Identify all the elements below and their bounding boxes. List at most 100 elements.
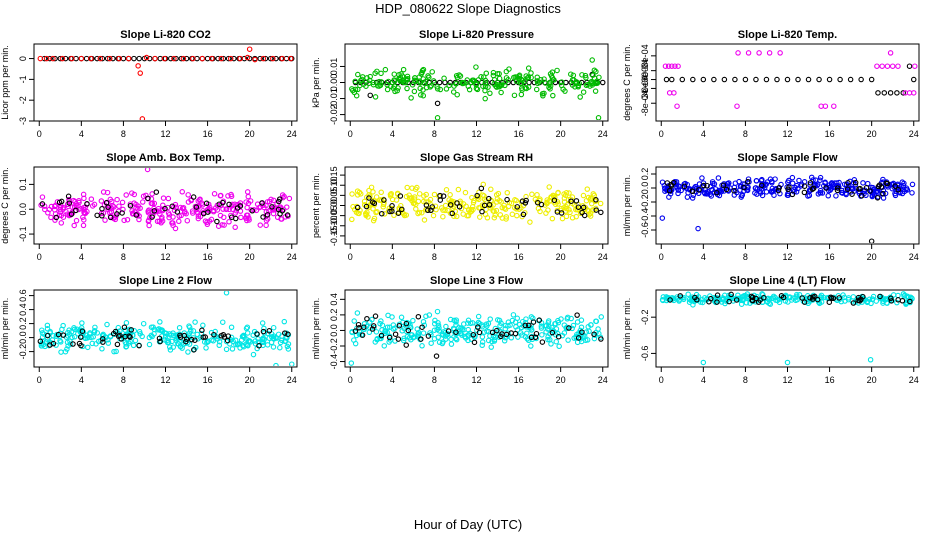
- data-point-black: [257, 55, 263, 62]
- data-point-black: [749, 297, 755, 303]
- y-tick-label: -0.10: [329, 216, 339, 237]
- data-point-yellow: [564, 201, 571, 208]
- data-point-green: [579, 72, 585, 78]
- data-point-green: [592, 88, 599, 94]
- data-point-black: [732, 76, 738, 83]
- data-point-black: [403, 320, 410, 327]
- data-point-black: [389, 203, 395, 209]
- data-point-black: [789, 191, 796, 198]
- data-point-cyan: [496, 317, 503, 324]
- data-point-black: [231, 55, 237, 62]
- data-point-magenta: [177, 204, 184, 211]
- data-point-magenta: [268, 196, 274, 203]
- data-point-cyan: [690, 302, 696, 308]
- data-point-cyan: [67, 341, 74, 347]
- x-tick-label: 20: [245, 252, 255, 262]
- data-point-cyan: [569, 325, 575, 332]
- data-point-yellow: [460, 211, 466, 217]
- x-tick-label: 16: [825, 129, 835, 139]
- data-point-magenta: [73, 201, 79, 207]
- data-point-green: [429, 69, 435, 75]
- data-point-cyan: [44, 322, 51, 329]
- data-point-magenta: [263, 208, 270, 215]
- data-point-cyan: [867, 357, 874, 363]
- plot-3: Slope Li-820 Temp. degrees C per min. 0 4 8 1…: [622, 29, 920, 139]
- y-tick-label: -0.1: [18, 226, 28, 242]
- data-point-black: [538, 201, 545, 208]
- data-point-yellow: [349, 216, 355, 223]
- data-point-magenta: [145, 209, 152, 216]
- data-point-cyan: [794, 296, 801, 303]
- data-point-cyan: [462, 335, 469, 341]
- data-point-cyan: [159, 327, 165, 333]
- data-point-magenta: [58, 220, 65, 226]
- data-point-cyan: [793, 293, 800, 300]
- data-point-black: [361, 324, 367, 330]
- y-tick-label: -0.01: [329, 88, 339, 109]
- data-point-red: [43, 55, 50, 62]
- data-point-black: [486, 195, 492, 202]
- data-point-cyan: [44, 326, 51, 332]
- data-point-yellow: [393, 197, 400, 203]
- data-point-magenta: [895, 63, 901, 69]
- data-point-magenta: [164, 204, 171, 211]
- data-point-magenta: [221, 222, 227, 228]
- data-point-black: [151, 208, 158, 214]
- data-point-red: [116, 55, 122, 62]
- data-point-green: [441, 75, 447, 82]
- y-tick-label: -0.2: [329, 338, 339, 354]
- data-point-black: [681, 183, 688, 190]
- data-point-black: [259, 200, 265, 206]
- data-point-cyan: [250, 351, 257, 358]
- data-point-blue: [673, 179, 680, 185]
- data-point-cyan: [773, 297, 779, 303]
- data-point-black: [828, 294, 834, 300]
- data-point-green: [417, 80, 424, 86]
- data-point-green: [428, 82, 434, 89]
- data-point-green: [411, 88, 418, 95]
- x-tick-label: 4: [701, 252, 706, 262]
- data-point-green: [511, 74, 517, 81]
- data-point-black: [723, 186, 730, 193]
- data-point-blue: [709, 179, 716, 185]
- y-axis-label: percent per min.: [311, 173, 321, 238]
- points-layer: [348, 308, 605, 366]
- data-point-yellow: [440, 213, 446, 220]
- data-point-cyan: [192, 319, 198, 325]
- data-point-blue: [726, 180, 732, 186]
- data-point-magenta: [286, 195, 293, 202]
- data-point-black: [285, 331, 291, 337]
- data-point-black: [850, 300, 857, 306]
- data-point-red: [37, 55, 44, 62]
- data-point-yellow: [453, 213, 460, 220]
- data-point-blue: [708, 193, 715, 199]
- data-point-black: [475, 324, 481, 330]
- data-point-black: [478, 185, 485, 192]
- data-point-black: [58, 198, 65, 205]
- data-point-yellow: [420, 198, 427, 205]
- data-point-green: [376, 83, 382, 89]
- data-point-magenta: [910, 90, 917, 96]
- data-point-black: [888, 298, 895, 304]
- data-point-cyan: [565, 314, 571, 321]
- data-point-green: [533, 86, 540, 93]
- data-point-magenta: [57, 206, 63, 213]
- data-point-black: [174, 209, 181, 215]
- data-point-black: [39, 201, 46, 207]
- data-point-green: [482, 80, 489, 86]
- data-point-cyan: [900, 291, 907, 297]
- data-point-black: [269, 204, 275, 210]
- data-point-black: [731, 187, 737, 194]
- data-point-blue: [825, 192, 831, 199]
- data-point-cyan: [384, 324, 391, 330]
- data-point-magenta: [756, 50, 762, 56]
- data-point-cyan: [442, 336, 449, 342]
- data-point-black: [575, 204, 582, 210]
- data-point-yellow: [469, 194, 475, 201]
- data-point-black: [857, 298, 863, 304]
- data-point-blue: [869, 192, 876, 199]
- data-point-cyan: [104, 321, 110, 328]
- data-point-cyan: [149, 333, 155, 340]
- data-point-cyan: [903, 301, 909, 307]
- data-point-black: [847, 76, 854, 83]
